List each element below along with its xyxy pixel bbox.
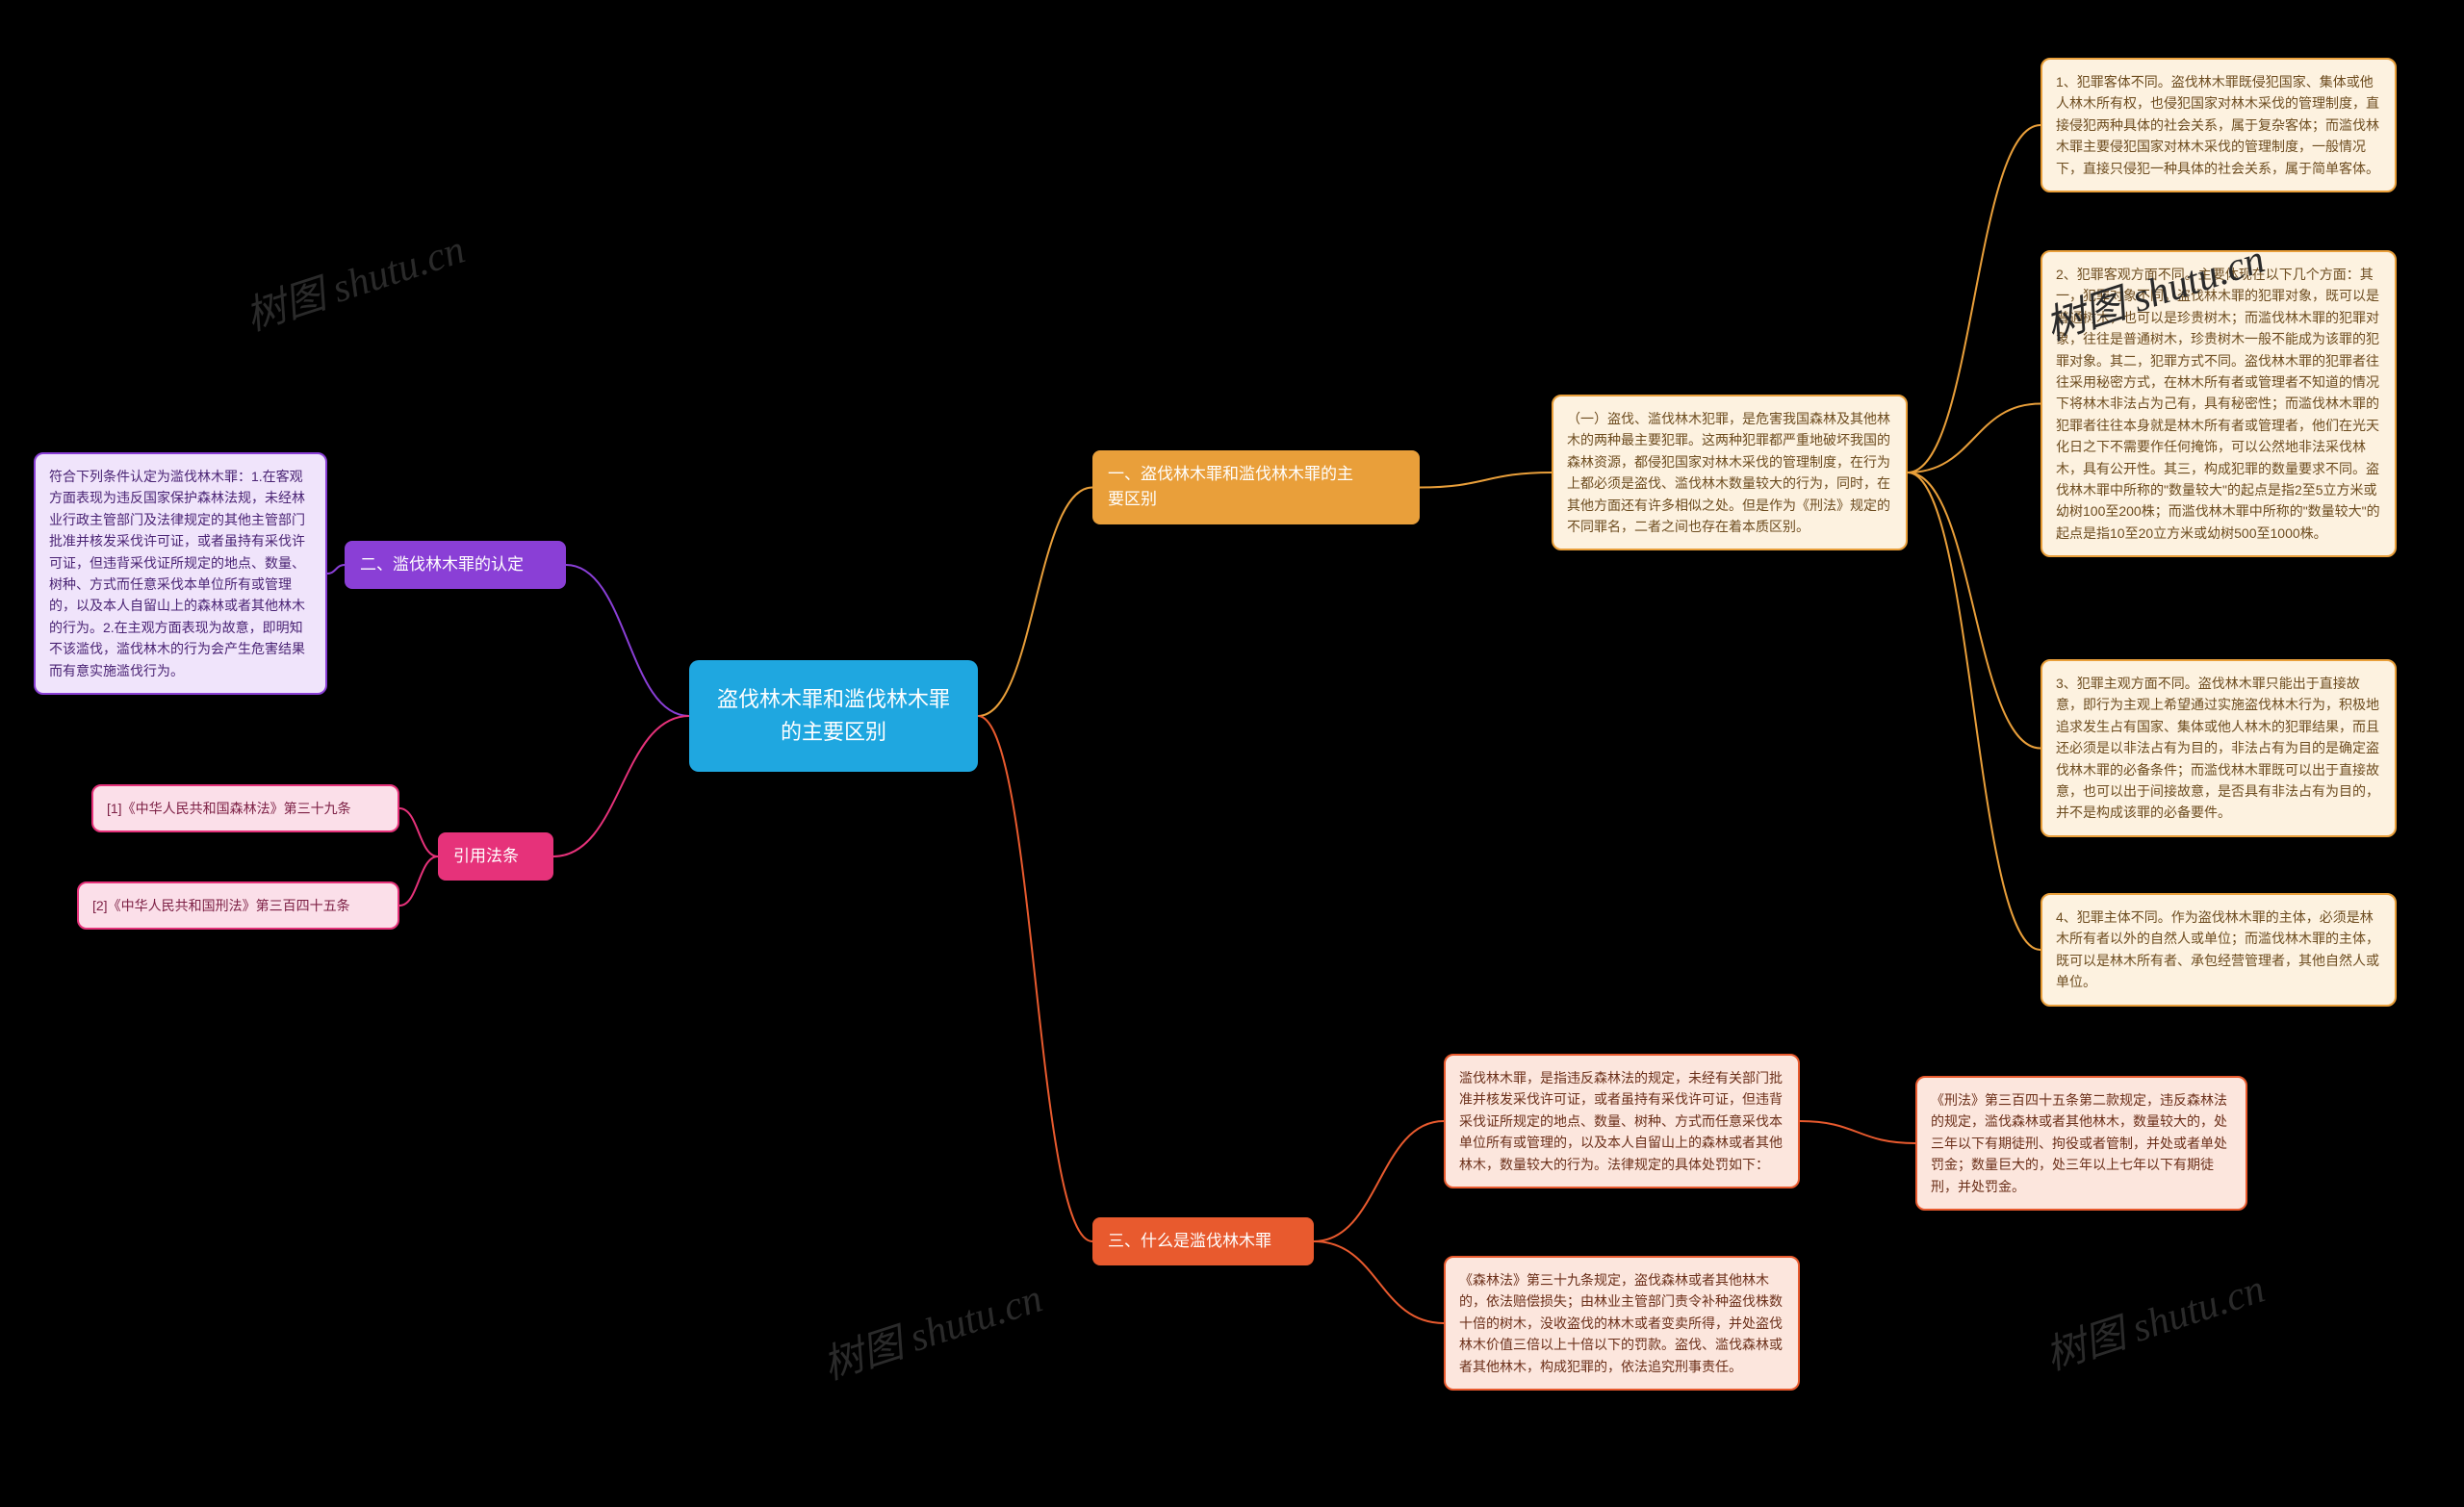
- node-b1c1d: 4、犯罪主体不同。作为盗伐林木罪的主体，必须是林木所有者以外的自然人或单位；而滥…: [2040, 893, 2397, 1007]
- node-b2: 二、滥伐林木罪的认定: [345, 541, 566, 589]
- node-b1: 一、盗伐林木罪和滥伐林木罪的主要区别: [1092, 450, 1420, 524]
- node-b3: 三、什么是滥伐林木罪: [1092, 1217, 1314, 1265]
- node-b4c2: [2]《中华人民共和国刑法》第三百四十五条: [77, 881, 399, 930]
- node-b3c1a: 《刑法》第三百四十五条第二款规定，违反森林法的规定，滥伐森林或者其他林木，数量较…: [1915, 1076, 2247, 1211]
- node-b2c1: 符合下列条件认定为滥伐林木罪：1.在客观方面表现为违反国家保护森林法规，未经林业…: [34, 452, 327, 695]
- node-b3c2: 《森林法》第三十九条规定，盗伐森林或者其他林木的，依法赔偿损失；由林业主管部门责…: [1444, 1256, 1800, 1391]
- mindmap-canvas: 盗伐林木罪和滥伐林木罪的主要区别 一、盗伐林木罪和滥伐林木罪的主要区别 （一）盗伐、…: [0, 0, 2464, 1507]
- watermark: 树图 shutu.cn: [814, 1265, 1048, 1392]
- node-b4c1: [1]《中华人民共和国森林法》第三十九条: [91, 784, 399, 832]
- node-root: 盗伐林木罪和滥伐林木罪的主要区别: [689, 660, 978, 772]
- node-b1c1: （一）盗伐、滥伐林木犯罪，是危害我国森林及其他林木的两种最主要犯罪。这两种犯罪都…: [1552, 395, 1908, 550]
- node-b1c1c: 3、犯罪主观方面不同。盗伐林木罪只能出于直接故意，即行为主观上希望通过实施盗伐林…: [2040, 659, 2397, 837]
- node-b1c1a: 1、犯罪客体不同。盗伐林木罪既侵犯国家、集体或他人林木所有权，也侵犯国家对林木采…: [2040, 58, 2397, 192]
- watermark: 树图 shutu.cn: [237, 217, 471, 343]
- watermark: 树图 shutu.cn: [2037, 1256, 2271, 1382]
- node-b1c1b: 2、犯罪客观方面不同。主要体现在以下几个方面：其一，犯罪对象不同。盗伐林木罪的犯…: [2040, 250, 2397, 557]
- node-b3c1: 滥伐林木罪，是指违反森林法的规定，未经有关部门批准并核发采伐许可证，或者虽持有采…: [1444, 1054, 1800, 1188]
- node-b4: 引用法条: [438, 832, 553, 881]
